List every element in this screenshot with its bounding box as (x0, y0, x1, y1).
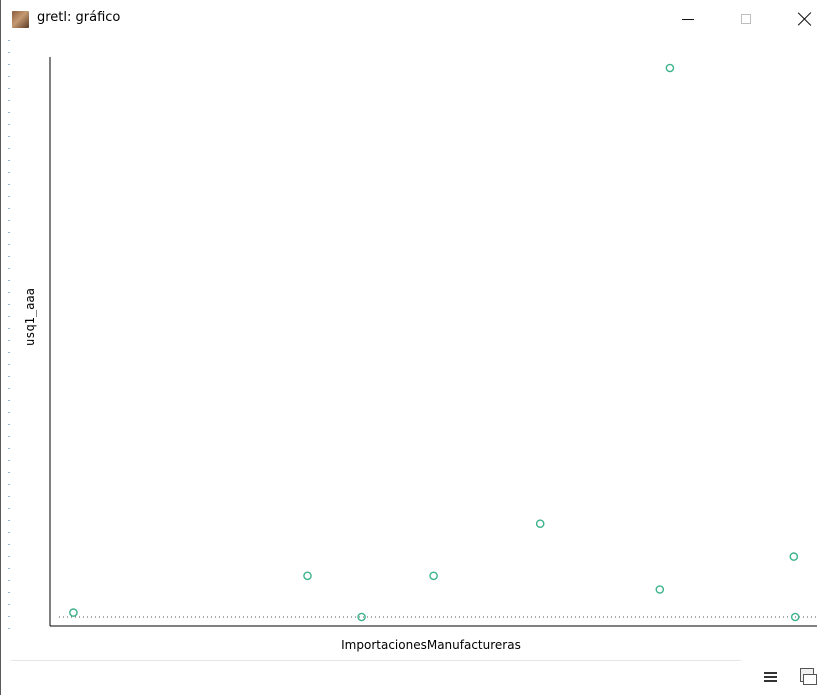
scatter-plot[interactable] (1, 38, 817, 660)
window-title: gretl: gráfico (37, 10, 121, 25)
x-axis-label: ImportacionesManufactureras (341, 638, 521, 652)
title-bar[interactable]: gretl: gráfico (1, 0, 817, 38)
bottom-separator (11, 660, 741, 661)
data-point (665, 63, 675, 73)
maximize-icon (741, 14, 751, 24)
plot-area[interactable] (1, 38, 817, 660)
data-point (655, 585, 665, 594)
data-point (357, 612, 366, 622)
y-axis-label: usq1_aaa (23, 288, 37, 346)
data-point (303, 571, 312, 581)
data-point (429, 571, 438, 581)
print-button[interactable] (796, 665, 817, 689)
close-icon (798, 12, 812, 26)
data-point (69, 608, 78, 617)
close-button[interactable] (782, 0, 817, 38)
maximize-button[interactable] (723, 0, 769, 38)
gretl-app-icon[interactable] (12, 11, 29, 28)
data-point (790, 612, 800, 622)
data-point (535, 519, 545, 529)
menu-button[interactable] (759, 665, 783, 689)
window-edge-marks (8, 40, 10, 640)
minimize-icon (682, 18, 694, 20)
data-points (69, 63, 800, 622)
minimize-button[interactable] (665, 0, 711, 38)
data-point (789, 552, 799, 561)
